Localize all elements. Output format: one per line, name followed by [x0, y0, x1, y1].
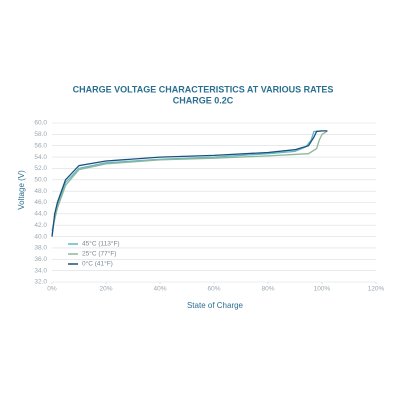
y-tick-label: 32.0 [34, 279, 47, 286]
y-tick-label: 48.0 [34, 188, 47, 195]
y-tick-label: 50.0 [34, 177, 47, 184]
series-line [51, 130, 323, 237]
y-tick-label: 42.0 [34, 222, 47, 229]
series-line [51, 130, 328, 232]
x-tick-label: 60% [207, 286, 220, 293]
legend-label: 0°C (41°F) [82, 260, 113, 268]
x-tick-label: 120% [368, 286, 385, 293]
legend-label: 25°C (77°F) [82, 250, 116, 258]
y-tick-label: 56.0 [34, 142, 47, 149]
x-tick-label: 0% [47, 286, 57, 293]
y-tick-label: 40.0 [34, 233, 47, 240]
y-tick-label: 52.0 [34, 165, 47, 172]
x-tick-label: 40% [153, 286, 166, 293]
x-tick-label: 100% [314, 286, 331, 293]
y-tick-label: 60.0 [34, 120, 47, 127]
y-tick-label: 38.0 [34, 245, 47, 252]
x-axis-title: State of Charge [187, 301, 244, 310]
legend-label: 45°C (113°F) [82, 240, 120, 248]
x-tick-label: 20% [99, 286, 112, 293]
series-line [51, 130, 328, 237]
y-tick-label: 44.0 [34, 211, 47, 218]
y-tick-label: 46.0 [34, 199, 47, 206]
y-tick-label: 54.0 [34, 154, 47, 161]
y-axis-title: Voltage (V) [17, 170, 26, 210]
y-tick-label: 34.0 [34, 267, 47, 274]
chart-title: CHARGE VOLTAGE CHARACTERISTICS AT VARIOU… [73, 84, 334, 94]
x-tick-label: 80% [261, 286, 274, 293]
y-tick-label: 58.0 [34, 131, 47, 138]
chart-subtitle: CHARGE 0.2C [173, 95, 234, 105]
y-tick-label: 36.0 [34, 256, 47, 263]
